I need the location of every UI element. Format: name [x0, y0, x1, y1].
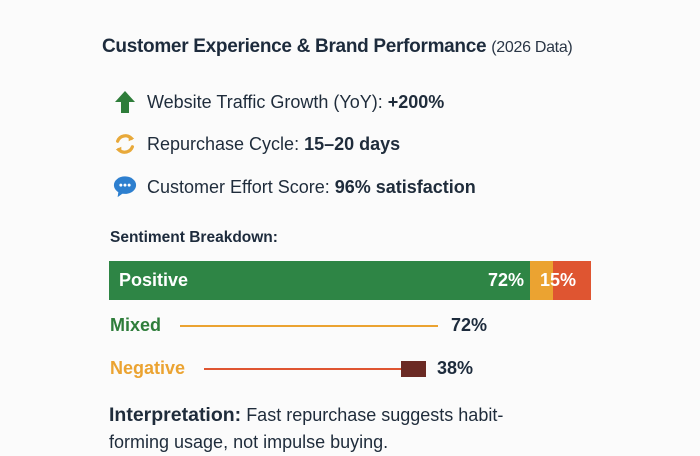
interpretation-text: Fast repurchase suggests habit-forming u… — [109, 405, 504, 452]
bar-segment-positive: Positive 72% — [109, 261, 530, 300]
row-value-negative: 38% — [437, 358, 474, 378]
bar-value-negative: 15% — [540, 270, 577, 290]
metric-label: Repurchase Cycle: — [147, 133, 300, 154]
bar-value-positive: 72% — [487, 270, 524, 290]
row-label-mixed: Mixed — [110, 315, 162, 335]
interpretation-label: Interpretation: — [109, 404, 242, 426]
interpretation: Interpretation: Fast repurchase suggests… — [109, 402, 529, 456]
metric-label: Customer Effort Score: — [147, 176, 330, 197]
metric-repurchase-cycle: Repurchase Cycle: 15–20 days — [113, 131, 400, 157]
marker-negative — [401, 361, 426, 377]
chat-bubble-icon — [113, 175, 137, 199]
line-mixed — [180, 325, 438, 327]
sentiment-heading: Sentiment Breakdown: — [110, 229, 278, 246]
bar-label-positive: Positive — [119, 270, 189, 290]
metric-customer-effort: Customer Effort Score: 96% satisfaction — [113, 174, 476, 200]
metric-value: +200% — [387, 91, 445, 112]
page-title: Customer Experience & Brand Performance … — [102, 36, 573, 58]
metric-value: 15–20 days — [304, 133, 401, 154]
refresh-cycle-icon — [113, 132, 137, 156]
bar-segment-negative — [553, 261, 591, 300]
row-label-negative: Negative — [110, 358, 186, 378]
sentiment-stacked-bar: Positive 72% — [109, 261, 591, 300]
metric-traffic-growth: Website Traffic Growth (YoY): +200% — [113, 89, 444, 115]
metric-value: 96% satisfaction — [334, 176, 476, 197]
title-main: Customer Experience & Brand Performance — [102, 36, 487, 57]
bar-segment-mixed — [530, 261, 553, 300]
row-value-mixed: 72% — [451, 315, 488, 335]
line-negative — [204, 368, 402, 370]
title-subtitle: (2026 Data) — [491, 39, 573, 56]
up-arrow-icon — [113, 90, 137, 114]
metric-label: Website Traffic Growth (YoY): — [147, 91, 383, 112]
